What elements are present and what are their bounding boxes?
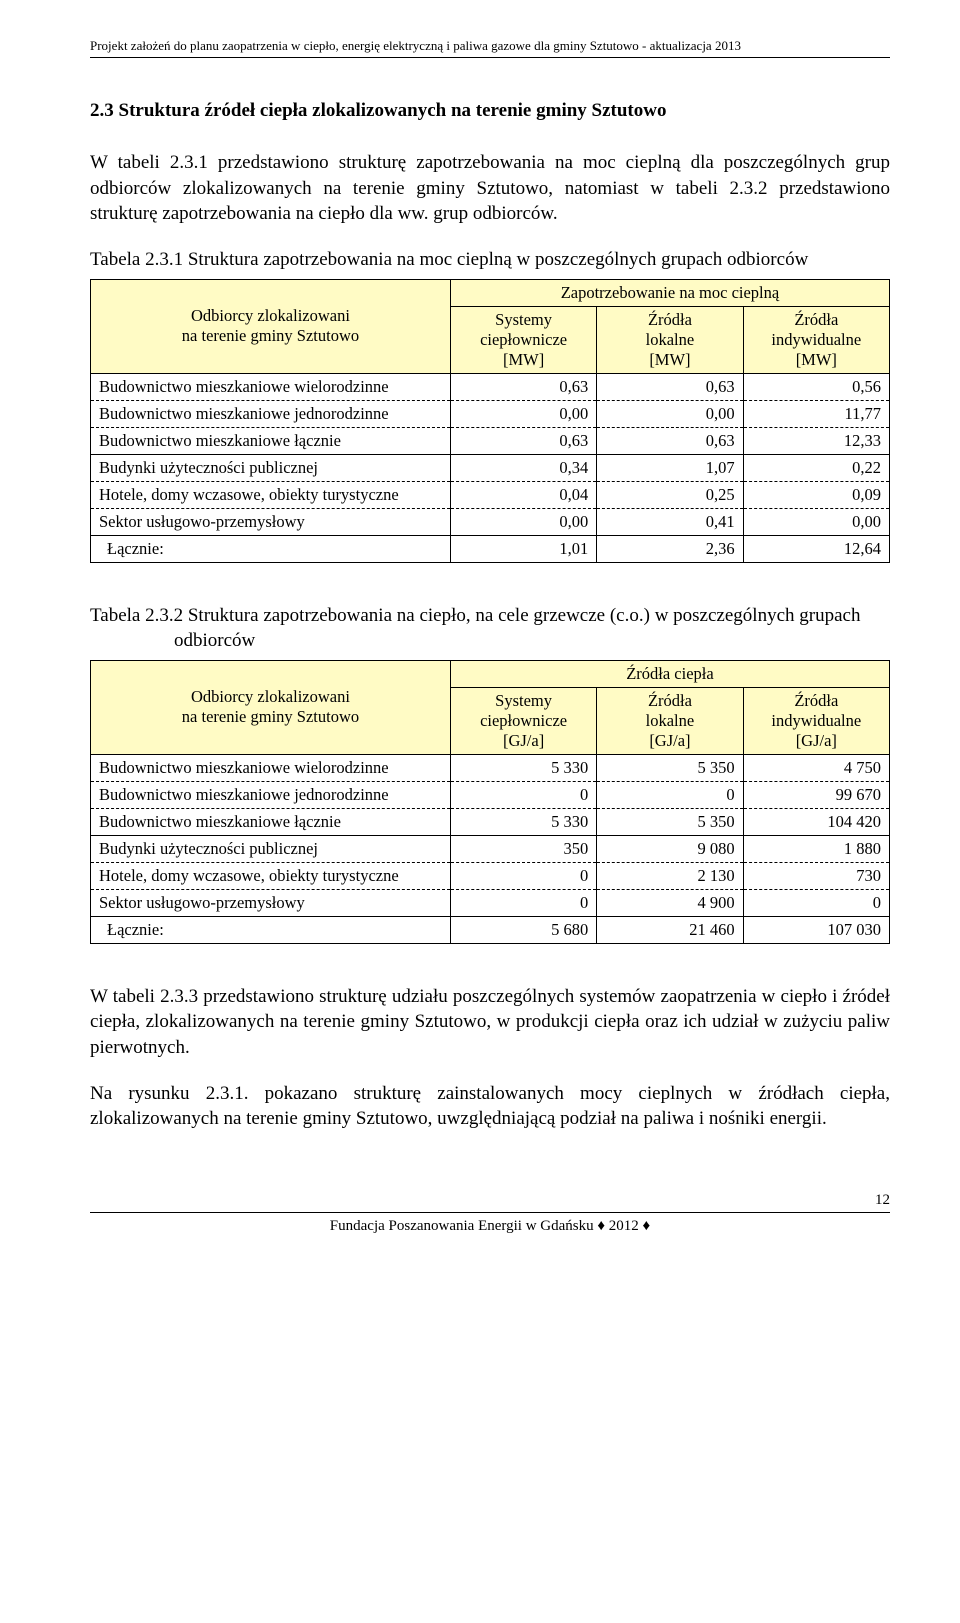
table-row: Hotele, domy wczasowe, obiekty turystycz… <box>91 862 890 889</box>
col3-header: Źródłaindywidualne[GJ/a] <box>743 687 889 754</box>
col1-header: Systemyciepłownicze[MW] <box>450 306 596 373</box>
table-2-3-2: Odbiorcy zlokalizowani na terenie gminy … <box>90 660 890 944</box>
table-row: Budynki użyteczności publicznej 350 9 08… <box>91 835 890 862</box>
table-row: Budownictwo mieszkaniowe wielorodzinne 5… <box>91 754 890 781</box>
table-row: Sektor usługowo-przemysłowy 0,00 0,41 0,… <box>91 508 890 535</box>
row-header-l1: Odbiorcy zlokalizowani <box>191 306 350 325</box>
footer-center-text: Fundacja Poszanowania Energii w Gdańsku … <box>90 1218 890 1235</box>
page-number: 12 <box>875 1192 890 1209</box>
col1-header: Systemyciepłownicze[GJ/a] <box>450 687 596 754</box>
table-row: Budownictwo mieszkaniowe jednorodzinne 0… <box>91 400 890 427</box>
col2-header: Źródłalokalne[MW] <box>597 306 743 373</box>
table-total-row: Łącznie: 1,01 2,36 12,64 <box>91 535 890 562</box>
paragraph-3: Na rysunku 2.3.1. pokazano strukturę zai… <box>90 1081 890 1132</box>
table-row: Budownictwo mieszkaniowe jednorodzinne 0… <box>91 781 890 808</box>
doc-header: Projekt założeń do planu zaopatrzenia w … <box>90 38 890 58</box>
page-footer: 12 Fundacja Poszanowania Energii w Gdańs… <box>90 1212 890 1242</box>
table-row: Budynki użyteczności publicznej 0,34 1,0… <box>91 454 890 481</box>
table-row: Budownictwo mieszkaniowe łącznie 0,63 0,… <box>91 427 890 454</box>
col2-header: Źródłalokalne[GJ/a] <box>597 687 743 754</box>
table-row: Sektor usługowo-przemysłowy 0 4 900 0 <box>91 889 890 916</box>
table-row: Budownictwo mieszkaniowe wielorodzinne 0… <box>91 373 890 400</box>
table-2-3-1: Odbiorcy zlokalizowani na terenie gminy … <box>90 279 890 563</box>
table2-body: Budownictwo mieszkaniowe wielorodzinne 5… <box>91 754 890 943</box>
section-title: 2.3 Struktura źródeł ciepła zlokalizowan… <box>90 100 890 122</box>
table-row: Budownictwo mieszkaniowe łącznie 5 330 5… <box>91 808 890 835</box>
col3-header: Źródłaindywidualne[MW] <box>743 306 889 373</box>
table1-body: Budownictwo mieszkaniowe wielorodzinne 0… <box>91 373 890 562</box>
row-header: Odbiorcy zlokalizowani na terenie gminy … <box>91 660 451 754</box>
table1-caption: Tabela 2.3.1 Struktura zapotrzebowania n… <box>90 247 890 273</box>
table-row: Hotele, domy wczasowe, obiekty turystycz… <box>91 481 890 508</box>
row-header: Odbiorcy zlokalizowani na terenie gminy … <box>91 279 451 373</box>
row-header-l2: na terenie gminy Sztutowo <box>182 326 359 345</box>
span-header: Zapotrzebowanie na moc cieplną <box>450 279 889 306</box>
table-total-row: Łącznie: 5 680 21 460 107 030 <box>91 916 890 943</box>
table2-caption: Tabela 2.3.2 Struktura zapotrzebowania n… <box>90 603 890 654</box>
span-header: Źródła ciepła <box>450 660 889 687</box>
paragraph-2: W tabeli 2.3.3 przedstawiono strukturę u… <box>90 984 890 1061</box>
paragraph-intro: W tabeli 2.3.1 przedstawiono strukturę z… <box>90 150 890 227</box>
